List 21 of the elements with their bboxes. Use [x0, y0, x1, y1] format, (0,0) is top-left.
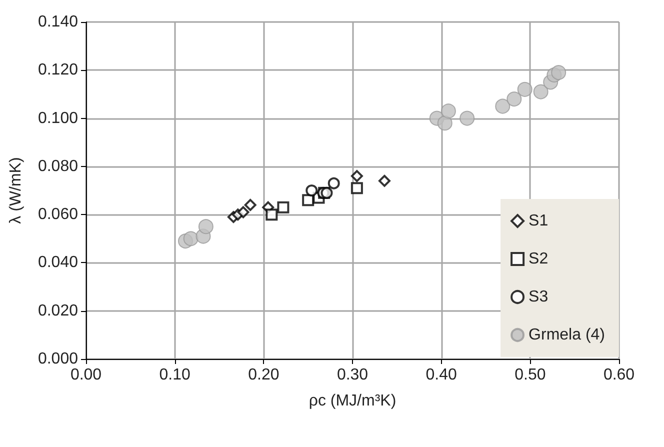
x-axis-title: ρc (MJ/m³K): [308, 392, 396, 410]
legend-label: S3: [528, 288, 548, 306]
x-tick-label: 0.50: [514, 366, 546, 384]
x-tick-label: 0.30: [336, 366, 368, 384]
x-tick-label: 0.40: [426, 366, 458, 384]
x-tick-label: 0.60: [603, 366, 635, 384]
y-axis-title: λ (W/mK): [8, 157, 24, 224]
y-tick-label: 0.060: [38, 206, 78, 224]
legend-label: S1: [528, 212, 548, 230]
y-tick-label: 0.120: [38, 62, 78, 79]
y-tick-label: 0.140: [38, 14, 78, 30]
y-tick-label: 0.080: [38, 158, 78, 175]
x-tick-label: 0.10: [159, 366, 191, 384]
x-tick-label: 0.00: [70, 366, 102, 384]
y-tick-label: 0.100: [38, 110, 78, 127]
x-tick-label: 0.20: [248, 366, 280, 384]
y-tick-label: 0.000: [38, 350, 78, 368]
legend-label: Grmela (4): [528, 326, 605, 344]
y-tick-label: 0.020: [38, 302, 78, 320]
y-tick-label: 0.040: [38, 254, 78, 272]
legend-label: S2: [528, 250, 548, 268]
